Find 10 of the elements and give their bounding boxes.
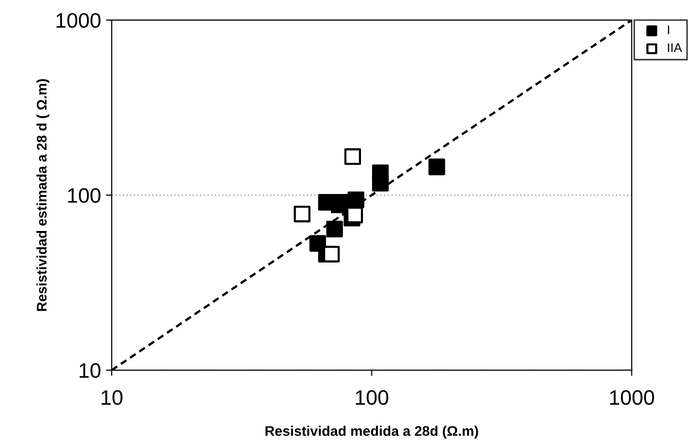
x-tick-label: 100 bbox=[356, 390, 388, 405]
x-tick-label: 1000 bbox=[610, 390, 654, 405]
y-tick-label: 100 bbox=[68, 188, 100, 203]
y-tick-label: 1000 bbox=[56, 13, 100, 28]
y-tick-label: 10 bbox=[80, 363, 100, 378]
legend-label: I bbox=[668, 26, 670, 34]
y-axis-title: Resistividad estimada a 28 d ( Ω.m) bbox=[36, 79, 50, 311]
legend-label: IIA bbox=[668, 43, 682, 52]
x-axis-title: Resistividad medida a 28d (Ω.m) bbox=[266, 426, 478, 439]
x-tick-label: 10 bbox=[102, 390, 122, 405]
